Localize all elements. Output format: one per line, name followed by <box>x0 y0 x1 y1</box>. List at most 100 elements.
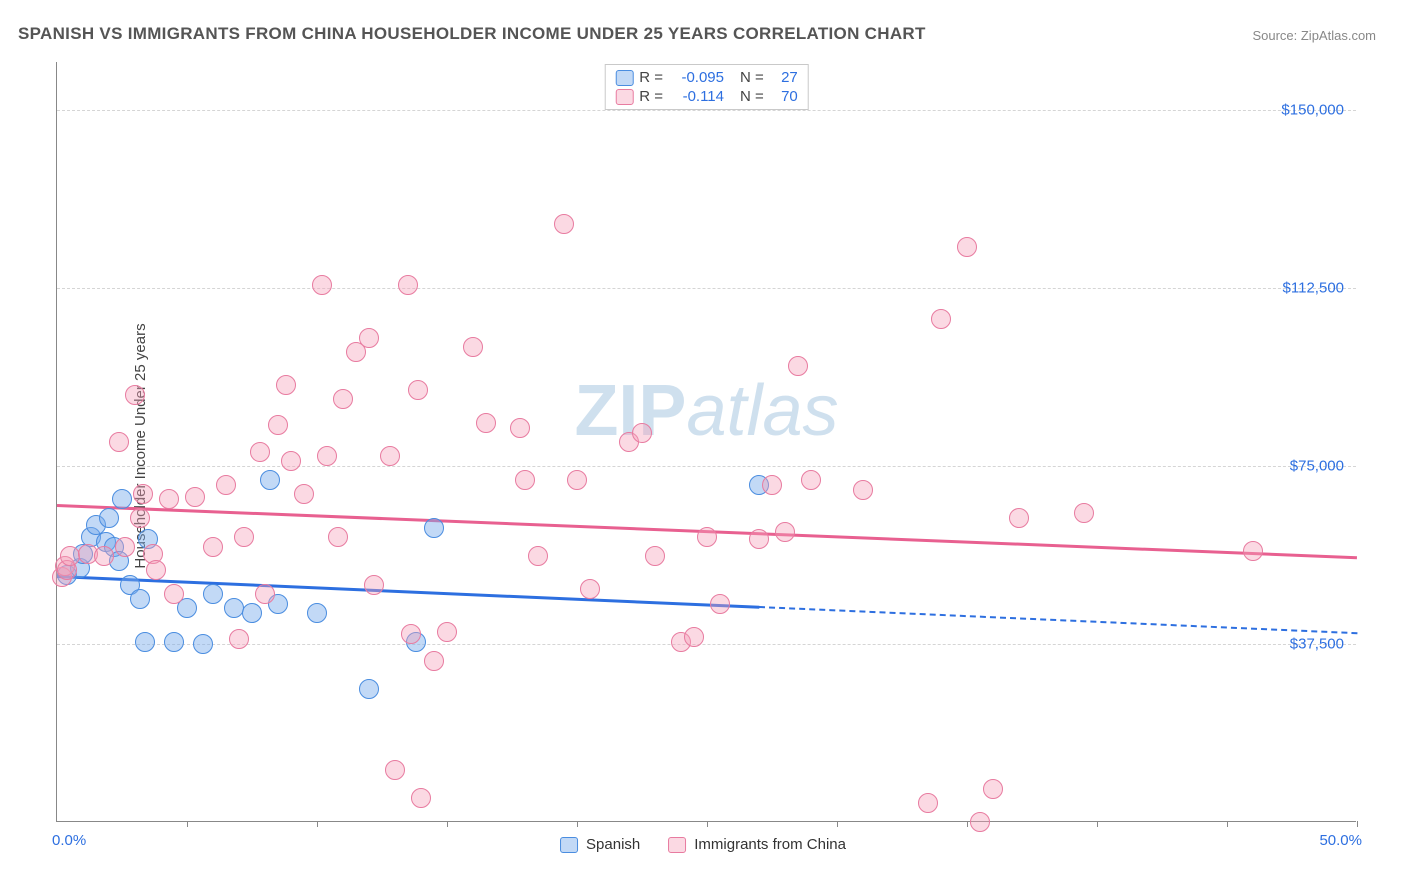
scatter-point <box>463 337 483 357</box>
watermark-atlas: atlas <box>686 371 838 451</box>
chart-title: SPANISH VS IMMIGRANTS FROM CHINA HOUSEHO… <box>18 24 926 44</box>
scatter-point <box>268 415 288 435</box>
scatter-point <box>380 446 400 466</box>
trend-line <box>759 606 1357 634</box>
scatter-point <box>408 380 428 400</box>
stats-legend-row: R =-0.095N =27 <box>615 69 798 86</box>
x-tick-mark <box>967 821 968 827</box>
scatter-point <box>970 812 990 832</box>
scatter-point <box>931 309 951 329</box>
scatter-point <box>528 546 548 566</box>
scatter-point <box>515 470 535 490</box>
scatter-point <box>333 389 353 409</box>
stats-legend: R =-0.095N =27R =-0.114N =70 <box>604 64 809 110</box>
n-value: 70 <box>770 88 798 105</box>
scatter-point <box>401 624 421 644</box>
scatter-point <box>1243 541 1263 561</box>
y-gridline <box>57 110 1356 111</box>
scatter-point <box>164 584 184 604</box>
trend-line <box>57 575 759 608</box>
scatter-point <box>312 275 332 295</box>
scatter-point <box>580 579 600 599</box>
scatter-point <box>476 413 496 433</box>
scatter-point <box>567 470 587 490</box>
y-tick-label: $75,000 <box>1290 457 1344 474</box>
r-value: -0.114 <box>669 88 724 105</box>
x-tick-mark <box>447 821 448 827</box>
scatter-point <box>159 489 179 509</box>
scatter-point <box>276 375 296 395</box>
legend-swatch <box>615 70 633 86</box>
scatter-point <box>957 237 977 257</box>
scatter-point <box>224 598 244 618</box>
scatter-point <box>112 489 132 509</box>
scatter-point <box>645 546 665 566</box>
x-tick-label: 50.0% <box>1319 832 1362 849</box>
scatter-point <box>94 546 114 566</box>
scatter-point <box>697 527 717 547</box>
y-gridline <box>57 288 1356 289</box>
scatter-point <box>710 594 730 614</box>
scatter-point <box>250 442 270 462</box>
scatter-point <box>1074 503 1094 523</box>
scatter-point <box>109 432 129 452</box>
scatter-point <box>983 779 1003 799</box>
n-label: N = <box>740 88 764 105</box>
scatter-point <box>411 788 431 808</box>
stats-legend-row: R =-0.114N =70 <box>615 88 798 105</box>
y-gridline <box>57 644 1356 645</box>
scatter-point <box>216 475 236 495</box>
watermark: ZIPatlas <box>574 370 838 452</box>
r-label: R = <box>639 69 663 86</box>
n-value: 27 <box>770 69 798 86</box>
scatter-point <box>762 475 782 495</box>
scatter-point <box>364 575 384 595</box>
legend-label: Spanish <box>586 836 640 853</box>
scatter-point <box>294 484 314 504</box>
legend-label: Immigrants from China <box>694 836 846 853</box>
x-tick-mark <box>1227 821 1228 827</box>
scatter-point <box>317 446 337 466</box>
legend-swatch <box>668 837 686 853</box>
y-tick-label: $37,500 <box>1290 635 1344 652</box>
scatter-point <box>164 632 184 652</box>
scatter-point <box>193 634 213 654</box>
legend-item: Immigrants from China <box>668 836 846 853</box>
legend-item: Spanish <box>560 836 640 853</box>
scatter-point <box>60 546 80 566</box>
y-tick-label: $150,000 <box>1281 101 1344 118</box>
legend-swatch <box>560 837 578 853</box>
scatter-point <box>229 629 249 649</box>
scatter-point <box>203 584 223 604</box>
scatter-point <box>788 356 808 376</box>
legend-swatch <box>615 89 633 105</box>
x-tick-mark <box>1097 821 1098 827</box>
x-tick-mark <box>317 821 318 827</box>
scatter-point <box>359 679 379 699</box>
scatter-point <box>359 328 379 348</box>
scatter-point <box>775 522 795 542</box>
n-label: N = <box>740 69 764 86</box>
scatter-point <box>801 470 821 490</box>
scatter-point <box>328 527 348 547</box>
series-legend: Spanish Immigrants from China <box>560 836 846 853</box>
x-tick-mark <box>837 821 838 827</box>
scatter-point <box>437 622 457 642</box>
scatter-point <box>749 529 769 549</box>
scatter-point <box>234 527 254 547</box>
scatter-point <box>918 793 938 813</box>
scatter-point <box>281 451 301 471</box>
scatter-point <box>242 603 262 623</box>
y-gridline <box>57 466 1356 467</box>
x-tick-label: 0.0% <box>52 832 86 849</box>
scatter-point <box>398 275 418 295</box>
plot-area: ZIPatlas R =-0.095N =27R =-0.114N =70 $3… <box>56 62 1356 822</box>
scatter-point <box>130 508 150 528</box>
scatter-point <box>632 423 652 443</box>
scatter-point <box>424 518 444 538</box>
scatter-point <box>185 487 205 507</box>
scatter-point <box>510 418 530 438</box>
x-tick-mark <box>577 821 578 827</box>
scatter-point <box>1009 508 1029 528</box>
scatter-point <box>130 589 150 609</box>
